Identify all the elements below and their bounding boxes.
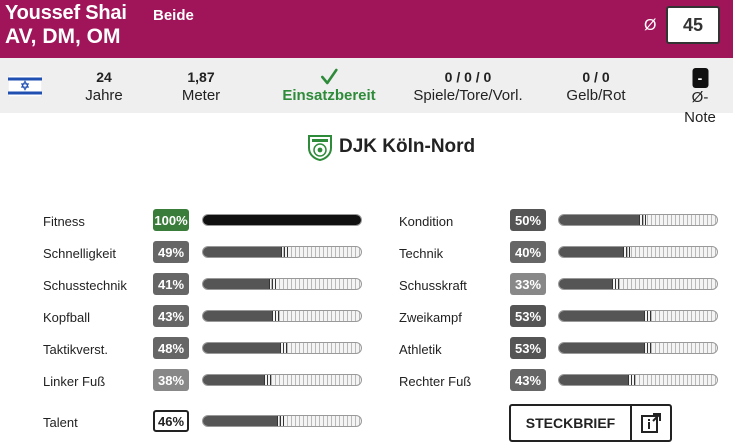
- israel-flag-icon: [8, 75, 42, 97]
- skill-value-athletik: 53%: [510, 337, 546, 359]
- skill-bar-potential-marker: [280, 343, 288, 353]
- skill-label-talent: Talent: [43, 415, 78, 430]
- club-crest-icon: [308, 135, 332, 161]
- skill-bar-potential-marker: [644, 311, 652, 321]
- club-name: DJK Köln-Nord: [339, 136, 476, 157]
- club-link[interactable]: DJK Köln-Nord: [306, 133, 475, 161]
- skill-bar-fill: [203, 279, 269, 289]
- skill-label-schusskraft: Schusskraft: [399, 278, 467, 293]
- external-link-icon[interactable]: [632, 406, 670, 440]
- skill-bar-potential-marker: [628, 375, 636, 385]
- cards-value: 0 / 0: [582, 69, 610, 85]
- skill-bar-fill: [559, 343, 644, 353]
- skill-value-schusskraft: 33%: [510, 273, 546, 295]
- skill-value-fitness: 100%: [153, 209, 189, 231]
- cards-label: Gelb/Rot: [566, 87, 626, 104]
- note-label: Ø-Note: [684, 89, 716, 126]
- skill-value-rechter-fu: 43%: [510, 369, 546, 391]
- skill-label-athletik: Athletik: [399, 342, 442, 357]
- skill-bar-fill: [559, 375, 628, 385]
- skill-bar-taktikverst: [202, 342, 362, 354]
- info-age: 24 Jahre: [85, 68, 123, 106]
- skill-label-linker-fu: Linker Fuß: [43, 374, 106, 389]
- skill-value-schusstechnik: 41%: [153, 273, 189, 295]
- skill-value-kondition: 50%: [510, 209, 546, 231]
- skill-label-zweikampf: Zweikampf: [399, 310, 462, 325]
- skill-label-kopfball: Kopfball: [43, 310, 90, 325]
- average-symbol: Ø: [644, 17, 657, 34]
- info-games: 0 / 0 / 0 Spiele/Tore/Vorl.: [413, 68, 522, 106]
- skill-bar-potential-marker: [639, 215, 647, 225]
- skill-bar-fill: [559, 215, 639, 225]
- skill-value-talent: 46%: [153, 410, 189, 432]
- checkmark-icon: [320, 68, 338, 85]
- skill-bar-schnelligkeit: [202, 246, 362, 258]
- height-value: 1,87: [187, 69, 215, 85]
- skill-value-kopfball: 43%: [153, 305, 189, 327]
- player-positions: AV, DM, OM: [5, 25, 121, 48]
- skill-bar-potential-marker: [281, 247, 289, 257]
- player-header: Youssef Shai Beide AV, DM, OM Ø 45: [0, 0, 733, 58]
- average-strength-box: 45: [666, 6, 720, 44]
- skill-value-zweikampf: 53%: [510, 305, 546, 327]
- skill-bar-potential-marker: [269, 279, 277, 289]
- skill-bar-kopfball: [202, 310, 362, 322]
- player-foot: Beide: [153, 7, 194, 24]
- skill-value-linker-fu: 38%: [153, 369, 189, 391]
- skill-bar-zweikampf: [558, 310, 718, 322]
- skill-bar-fill: [203, 416, 277, 426]
- info-height: 1,87 Meter: [182, 68, 220, 106]
- skill-label-rechter-fu: Rechter Fuß: [399, 374, 472, 389]
- skill-bar-fill: [203, 343, 280, 353]
- skill-bar-fill: [559, 279, 612, 289]
- skill-bar-fill: [559, 247, 623, 257]
- skill-bar-fill: [559, 311, 644, 321]
- skill-label-schusstechnik: Schusstechnik: [43, 278, 127, 293]
- skill-bar-potential-marker: [272, 311, 280, 321]
- skill-bar-potential-marker: [277, 416, 285, 426]
- skill-label-fitness: Fitness: [43, 214, 85, 229]
- skill-bar-kondition: [558, 214, 718, 226]
- player-name: Youssef Shai: [5, 2, 127, 24]
- steckbrief-label: STECKBRIEF: [511, 406, 632, 440]
- skill-bar-athletik: [558, 342, 718, 354]
- skill-bar-potential-marker: [623, 247, 631, 257]
- skill-bar-fill: [203, 215, 361, 225]
- skill-bar-potential-marker: [612, 279, 620, 289]
- skill-label-schnelligkeit: Schnelligkeit: [43, 246, 116, 261]
- skill-bar-rechter-fu: [558, 374, 718, 386]
- note-value: -: [692, 68, 708, 88]
- skill-bar-technik: [558, 246, 718, 258]
- skill-bar-fill: [203, 375, 264, 385]
- steckbrief-button[interactable]: STECKBRIEF: [509, 404, 672, 442]
- skill-value-technik: 40%: [510, 241, 546, 263]
- skill-label-kondition: Kondition: [399, 214, 454, 229]
- skill-bar-schusskraft: [558, 278, 718, 290]
- games-label: Spiele/Tore/Vorl.: [413, 87, 523, 104]
- info-cards: 0 / 0 Gelb/Rot: [566, 68, 625, 106]
- info-status: Einsatzbereit: [282, 68, 376, 106]
- games-value: 0 / 0 / 0: [444, 69, 492, 85]
- skill-label-technik: Technik: [399, 246, 444, 261]
- info-strip: 24 Jahre 1,87 Meter Einsatzbereit 0 / 0 …: [0, 58, 733, 126]
- age-value: 24: [96, 69, 112, 85]
- skill-value-taktikverst: 48%: [153, 337, 189, 359]
- height-label: Meter: [181, 87, 221, 104]
- skill-bar-potential-marker: [264, 375, 272, 385]
- skill-bar-linker-fu: [202, 374, 362, 386]
- skill-value-schnelligkeit: 49%: [153, 241, 189, 263]
- info-note: - Ø-Note: [684, 68, 717, 128]
- skill-label-taktikverst: Taktikverst.: [43, 342, 109, 357]
- status-label: Einsatzbereit: [282, 87, 376, 104]
- skill-bar-fill: [203, 247, 281, 257]
- skill-bar-fitness: [202, 214, 362, 226]
- skill-bar-potential-marker: [644, 343, 652, 353]
- skill-bar-talent: [202, 415, 362, 427]
- age-label: Jahre: [85, 87, 123, 104]
- skill-bar-fill: [203, 311, 272, 321]
- skill-bar-schusstechnik: [202, 278, 362, 290]
